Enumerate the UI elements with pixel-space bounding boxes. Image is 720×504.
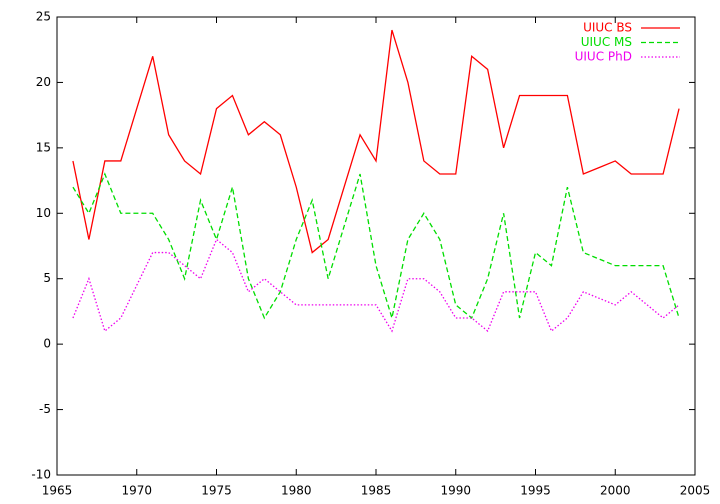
x-tick-label: 2005 (680, 484, 711, 498)
y-tick-label: 25 (36, 10, 51, 24)
y-tick-label: -10 (31, 468, 51, 482)
series-line (72, 172, 680, 320)
x-tick-label: 2000 (600, 484, 631, 498)
y-tick-label: 5 (43, 271, 51, 285)
x-tick-label: 1970 (121, 484, 152, 498)
series-line (72, 238, 680, 333)
legend-label: UIUC PhD (575, 50, 632, 64)
x-tick-label: 1990 (440, 484, 471, 498)
y-tick-label: 15 (36, 140, 51, 154)
y-tick-label: 10 (36, 206, 51, 220)
x-tick-label: 1985 (361, 484, 392, 498)
x-tick-label: 1965 (42, 484, 73, 498)
y-tick-label: 20 (36, 75, 51, 89)
y-tick-label: -5 (39, 402, 51, 416)
series-line (72, 29, 680, 254)
x-tick-label: 1995 (520, 484, 551, 498)
legend-label: UIUC MS (581, 35, 632, 49)
plot-frame (56, 16, 696, 476)
x-tick-label: 1980 (281, 484, 312, 498)
legend-label: UIUC BS (583, 21, 632, 35)
x-tick-label: 1975 (201, 484, 232, 498)
y-tick-label: 0 (43, 337, 51, 351)
